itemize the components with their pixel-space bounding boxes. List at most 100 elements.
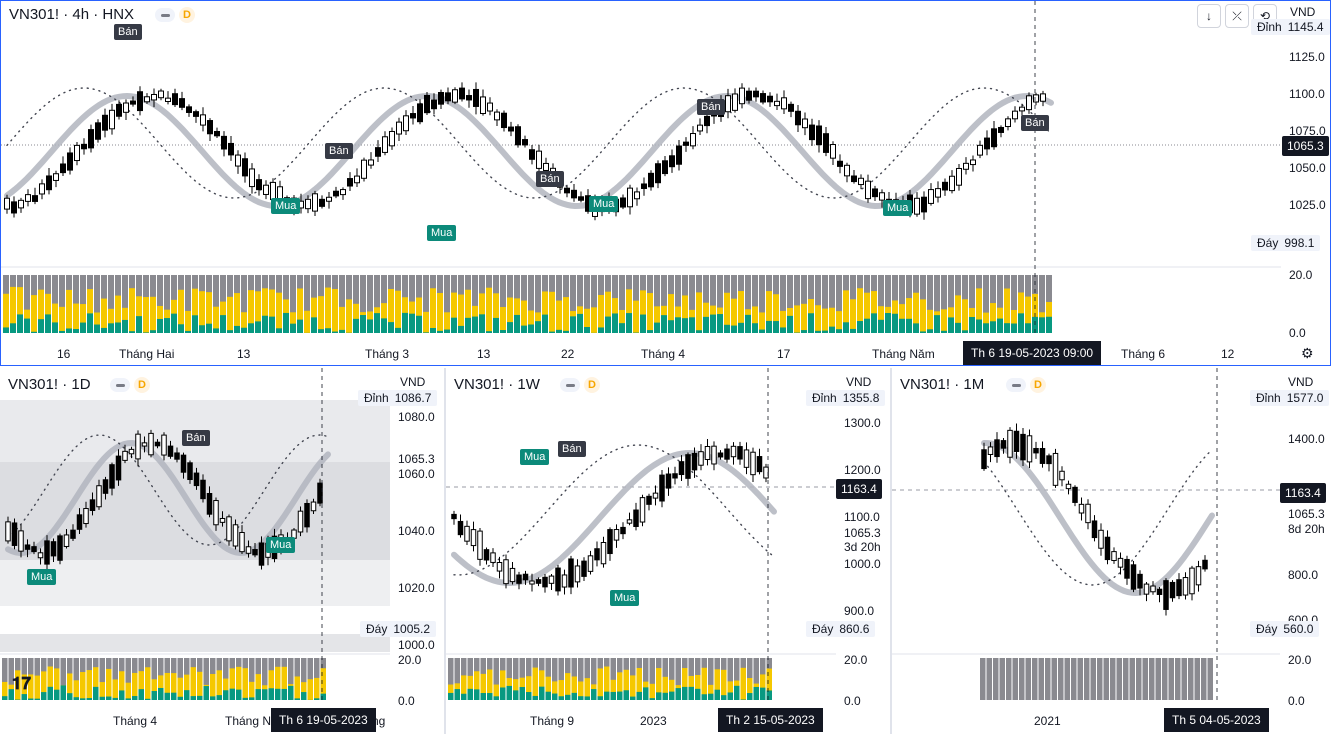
download-arrow-icon[interactable]: ↓ xyxy=(1197,4,1221,28)
settings-gear-icon[interactable]: ⚙ xyxy=(1301,345,1314,361)
chart-canvas-1d[interactable] xyxy=(0,368,444,734)
tradingview-logo[interactable]: 𝟏𝟕 xyxy=(12,674,31,694)
volume-bar-yellow xyxy=(486,287,492,333)
volume-bar-teal xyxy=(759,329,765,333)
volume-bar-teal xyxy=(752,323,758,333)
sell-signal: Bán xyxy=(114,24,142,40)
minus-icon[interactable] xyxy=(560,378,580,392)
volume-bar-yellow xyxy=(500,307,506,333)
volume-bar-teal xyxy=(80,698,86,700)
candle-body xyxy=(167,445,174,457)
main-chart-pane[interactable]: VN301! · 4h · HNX D ↓ ⤫ ⟲ VND Đỉnh 1145.4… xyxy=(0,0,1331,366)
volume-bar-yellow xyxy=(281,666,287,700)
candle-body xyxy=(473,88,479,107)
volume-bar-yellow xyxy=(669,679,675,700)
volume-bar-yellow xyxy=(2,681,8,700)
volume-bar-teal xyxy=(178,324,184,333)
chart-pane-1d[interactable]: VN301! · 1D D VND Đỉnh 1086.7 1080.0 1065… xyxy=(0,368,444,734)
candle-body xyxy=(724,448,730,460)
bottom-value: 860.6 xyxy=(839,622,870,636)
volume-bar-yellow xyxy=(906,298,912,333)
volume-bar-yellow xyxy=(346,299,352,333)
symbol-title-1w[interactable]: VN301! · 1W xyxy=(454,376,540,393)
time-label: 22 xyxy=(561,347,575,361)
delay-badge: D xyxy=(134,377,150,393)
volume-bar-yellow xyxy=(145,667,151,700)
volume-bar-gray xyxy=(301,658,307,700)
volume-bar-gray xyxy=(669,658,675,700)
minus-icon[interactable] xyxy=(110,378,130,392)
currency-select-1w[interactable]: VND xyxy=(846,375,872,389)
symbol-title-1m[interactable]: VN301! · 1M xyxy=(900,376,985,393)
volume-bar-yellow xyxy=(94,312,100,333)
candle-body xyxy=(4,197,10,210)
main-chart-canvas[interactable] xyxy=(1,1,1331,366)
volume-bar-teal xyxy=(656,692,662,700)
volume-bar-teal xyxy=(374,313,380,333)
pane-divider[interactable] xyxy=(890,368,892,734)
minus-icon[interactable] xyxy=(1006,378,1026,392)
volume-bar-teal xyxy=(570,316,576,333)
volume-bar-yellow xyxy=(241,312,247,333)
volume-bar-teal xyxy=(920,331,926,333)
chart-canvas-1w[interactable] xyxy=(446,368,890,734)
candle-body xyxy=(470,529,477,547)
price-label: 1100.0 xyxy=(844,510,880,524)
time-label: 12 xyxy=(1221,347,1235,361)
volume-bar-teal xyxy=(619,323,625,333)
volume-bar-yellow xyxy=(448,684,454,700)
current-price-1w: 1065.3 xyxy=(844,526,881,540)
volume-bar-yellow xyxy=(696,292,702,333)
chart-pane-1w[interactable]: VN301! · 1W D VND Đỉnh 1355.8 1300.0 1200… xyxy=(446,368,890,734)
candle-body xyxy=(665,473,672,489)
volume-bar-yellow xyxy=(822,308,828,333)
volume-bar-gray xyxy=(649,658,655,700)
main-current-price: 1065.3 xyxy=(1282,136,1329,156)
currency-select-1m[interactable]: VND xyxy=(1288,375,1314,389)
candle-body xyxy=(620,526,626,535)
volume-bar-teal xyxy=(314,698,320,700)
volume-bar-gray xyxy=(734,658,740,700)
volume-bar-gray xyxy=(108,275,114,333)
symbol-title-1d[interactable]: VN301! · 1D xyxy=(8,376,91,393)
currency-select-1d[interactable]: VND xyxy=(400,375,426,389)
chart-pane-1m[interactable]: VN301! · 1M D VND Đỉnh 1577.0 1400.0 1163… xyxy=(892,368,1331,734)
volume-bar-teal xyxy=(787,315,793,333)
candle-body xyxy=(1156,588,1163,595)
candle-body xyxy=(235,154,241,167)
pane-divider[interactable] xyxy=(444,368,446,734)
candle-body xyxy=(297,510,304,533)
candle-body xyxy=(1150,585,1156,593)
minus-icon[interactable] xyxy=(155,8,175,22)
candle-body xyxy=(1098,529,1104,549)
candle-body xyxy=(697,124,703,132)
volume-bar-yellow xyxy=(493,293,499,333)
candle-body xyxy=(683,141,689,146)
volume-bar-gray xyxy=(610,658,616,700)
candle-body xyxy=(39,183,45,195)
candle-body xyxy=(774,100,780,107)
sell-signal: Bán xyxy=(325,143,353,159)
volume-bar-teal xyxy=(1004,323,1010,333)
volume-bar-teal xyxy=(892,313,898,333)
volume-bar-teal xyxy=(766,690,772,700)
volume-bar-yellow xyxy=(248,290,254,333)
candle-body xyxy=(452,89,458,103)
volume-bar-teal xyxy=(647,330,653,333)
volume-bar-teal xyxy=(983,323,989,333)
chart-canvas-1m[interactable] xyxy=(892,368,1331,734)
volume-bar-teal xyxy=(864,318,870,333)
main-currency-select[interactable]: VND xyxy=(1290,5,1316,19)
volume-bar-teal xyxy=(21,694,27,700)
volume-bar-yellow xyxy=(656,668,662,700)
volume-bar-yellow xyxy=(760,674,766,700)
volume-bar-teal xyxy=(766,320,772,333)
candle-body xyxy=(206,493,213,515)
candle-body xyxy=(522,139,528,146)
volume-bar-yellow xyxy=(721,669,727,700)
collapse-icon[interactable]: ⤫ xyxy=(1225,4,1249,28)
main-symbol-title[interactable]: VN301! · 4h · HNX xyxy=(9,6,135,23)
candle-body xyxy=(96,485,102,508)
volume-bar-teal xyxy=(969,317,975,333)
candle-body xyxy=(942,181,948,191)
